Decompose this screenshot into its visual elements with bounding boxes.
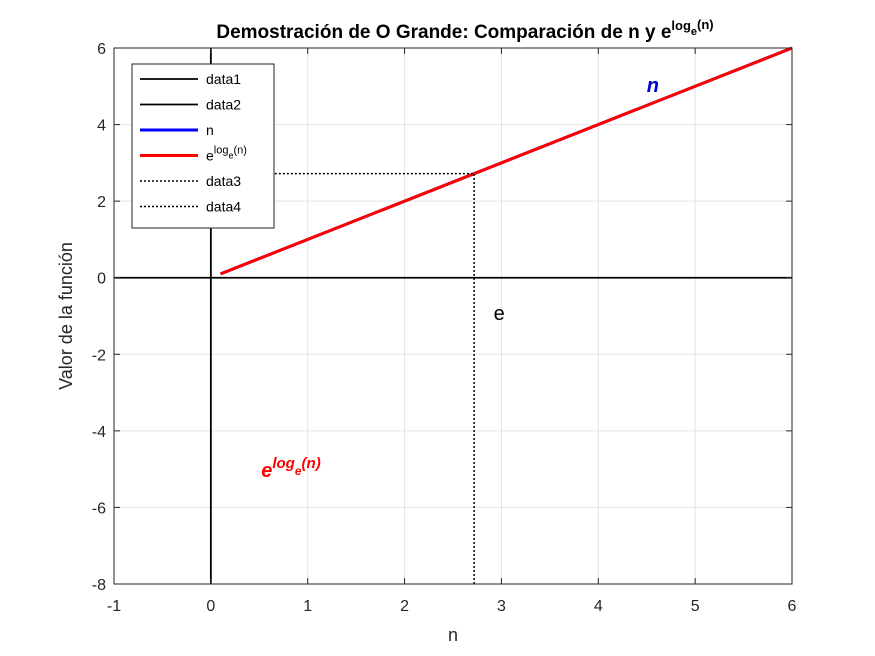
y-tick-label: 4 [97, 118, 106, 135]
annotation-sub: e [295, 464, 302, 478]
annotation-tail: (n) [302, 455, 321, 472]
x-tick-label: 0 [206, 598, 215, 615]
x-tick-label: 6 [788, 598, 797, 615]
ticks: -1 0 1 2 3 4 5 6 -8 -6 -4 -2 0 2 4 6 [92, 41, 797, 615]
x-axis-label: n [448, 625, 458, 645]
x-tick-label: 1 [303, 598, 312, 615]
chart-title: Demostración de O Grande: Comparación de… [216, 17, 713, 43]
chart-title-tail: (n) [697, 17, 714, 32]
legend-entry-label: eloge(n) [206, 145, 247, 164]
x-tick-label: -1 [107, 598, 121, 615]
y-axis-label: Valor de la función [56, 242, 76, 390]
legend[interactable]: data1 data2 n eloge(n) data3 data4 [131, 63, 275, 229]
annotation-base: e [261, 460, 272, 482]
y-tick-label: 0 [97, 271, 106, 288]
y-tick-label: -6 [92, 500, 106, 517]
x-tick-label: 2 [400, 598, 409, 615]
series-layer [114, 46, 793, 584]
chart-title-sub: e [691, 26, 697, 38]
annotation-n-label: n [647, 75, 659, 97]
y-tick-label: -8 [92, 577, 106, 594]
x-tick-label: 5 [691, 598, 700, 615]
legend-entry-label: data2 [206, 97, 241, 113]
chart-title-main: Demostración de O Grande: Comparación de… [216, 22, 671, 43]
legend-entry-label: data3 [206, 173, 241, 189]
y-tick-label: -4 [92, 424, 106, 441]
y-tick-label: -2 [92, 347, 106, 364]
legend-box [131, 63, 275, 229]
annotation-elog-label: eloge(n) [261, 455, 320, 482]
series-line-3 [219, 46, 793, 276]
annotation-e-label: e [494, 303, 505, 325]
plot-box [113, 47, 793, 585]
chart-title-sup: log [671, 18, 691, 33]
legend-entry-label: data1 [206, 71, 241, 87]
annotation-sup: log [272, 455, 295, 472]
x-tick-label: 3 [497, 598, 506, 615]
y-tick-label: 2 [97, 194, 106, 211]
y-tick-label: 6 [97, 41, 106, 58]
x-tick-label: 4 [594, 598, 603, 615]
legend-entry-label: data4 [206, 199, 241, 215]
legend-entry-label: n [206, 122, 214, 138]
